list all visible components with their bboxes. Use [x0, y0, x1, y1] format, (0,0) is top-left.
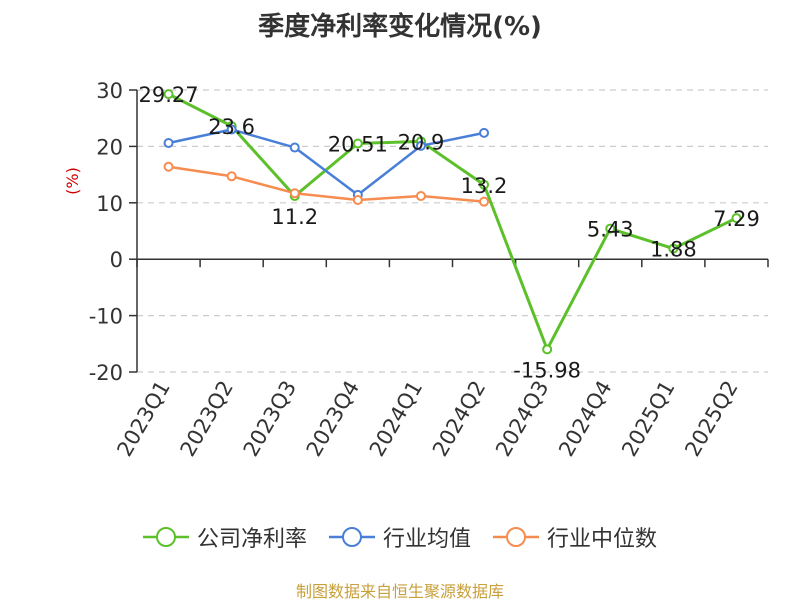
y-tick-label: 10 — [96, 192, 123, 216]
line-chart: 30 20 10 0 -10 -20 (%) 2023Q1 2023Q2 2023Q3 2023Q4… — [63, 79, 769, 461]
x-tick-label: 2023Q4 — [302, 377, 364, 461]
legend-label: 行业均值 — [382, 527, 471, 552]
data-point — [163, 138, 174, 149]
y-tick-label: -10 — [89, 305, 123, 329]
data-point — [479, 179, 490, 190]
data-point — [479, 127, 490, 138]
data-label: 7.29 — [713, 207, 760, 231]
data-label: 11.2 — [271, 205, 318, 229]
y-tick-label: 0 — [110, 248, 123, 272]
legend-item-company[interactable]: 公司净利率 — [142, 521, 307, 553]
data-label: 29.27 — [138, 83, 198, 107]
data-label: -15.98 — [513, 358, 581, 382]
data-point — [668, 243, 679, 254]
legend-marker-icon — [493, 527, 539, 547]
series-layer — [163, 89, 742, 355]
data-point — [415, 140, 426, 151]
data-label: 1.88 — [650, 238, 697, 262]
legend-item-industry-median[interactable]: 行业中位数 — [493, 521, 657, 553]
x-tick-label: 2024Q3 — [491, 377, 553, 461]
data-point — [542, 344, 553, 355]
x-tick-label: 2025Q2 — [680, 377, 742, 461]
data-point — [289, 142, 300, 153]
data-point — [226, 124, 237, 135]
data-label: 13.2 — [461, 174, 508, 198]
data-label: 5.43 — [587, 218, 634, 242]
legend: 公司净利率 行业均值 行业中位数 — [0, 520, 800, 554]
data-point — [163, 89, 174, 100]
legend-marker-icon — [142, 527, 189, 547]
series-line-1 — [168, 128, 485, 197]
data-point — [289, 188, 300, 199]
x-tick-label: 2024Q1 — [365, 377, 427, 461]
legend-label: 行业中位数 — [547, 527, 658, 552]
source-note: 制图数据来自恒生聚源数据库 — [295, 582, 504, 601]
x-tick-label: 2023Q2 — [176, 377, 238, 461]
data-label: 20.9 — [398, 130, 445, 154]
data-point — [479, 196, 490, 207]
data-point — [415, 191, 426, 202]
chart-title: 季度净利率变化情况(%) — [258, 12, 542, 42]
x-tick-label: 2025Q1 — [617, 377, 679, 461]
x-tick-label: 2023Q3 — [239, 377, 301, 461]
legend-item-industry-mean[interactable]: 行业均值 — [328, 521, 471, 553]
data-point — [226, 171, 237, 182]
y-tick-label: -20 — [89, 361, 123, 385]
data-point — [605, 223, 616, 234]
data-label: 23.6 — [208, 115, 255, 139]
data-point — [352, 138, 363, 149]
series-line-0 — [167, 92, 738, 351]
data-label-layer: 29.27 23.6 11.2 20.51 20.9 13.2 -15.98 5.43 1.88… — [138, 83, 759, 382]
data-label: 20.51 — [328, 133, 388, 157]
data-point — [352, 194, 363, 205]
x-tick-label: 2024Q4 — [554, 377, 616, 461]
data-point — [163, 161, 174, 172]
data-point — [731, 213, 742, 224]
legend-label: 公司净利率 — [196, 527, 307, 552]
x-tick-label: 2023Q1 — [112, 377, 174, 461]
y-tick-label: 30 — [96, 79, 123, 103]
legend-marker-icon — [328, 527, 375, 547]
y-tick-label: 20 — [96, 135, 123, 159]
y-axis-label: (%) — [63, 167, 82, 195]
x-tick-label: 2024Q2 — [428, 377, 490, 461]
series-line-2 — [168, 165, 485, 203]
